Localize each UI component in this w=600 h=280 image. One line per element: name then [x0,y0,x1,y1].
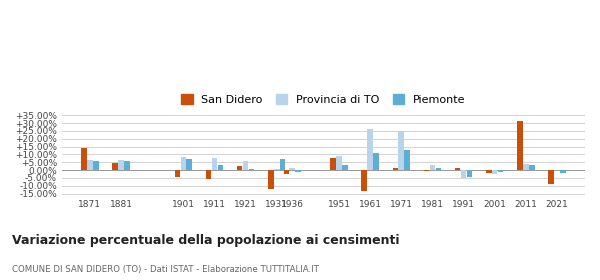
Bar [268,170,274,189]
Text: Variazione percentuale della popolazione ai censimenti: Variazione percentuale della popolazione… [12,234,400,247]
Bar [284,170,289,174]
Bar [436,168,441,170]
Bar [336,156,342,170]
Bar [112,163,118,170]
Bar [248,169,254,170]
Bar [181,157,186,170]
Bar [342,165,348,170]
Bar [175,170,180,177]
Bar [498,170,503,172]
Bar [280,159,286,170]
Bar [274,169,280,170]
Bar [361,170,367,191]
Bar [430,165,435,170]
Bar [455,169,460,170]
Text: COMUNE DI SAN DIDERO (TO) - Dati ISTAT - Elaborazione TUTTITALIA.IT: COMUNE DI SAN DIDERO (TO) - Dati ISTAT -… [12,265,319,274]
Bar [289,169,295,170]
Bar [367,129,373,170]
Bar [529,165,535,170]
Bar [187,159,192,170]
Bar [81,148,87,170]
Bar [243,162,248,170]
Bar [560,170,566,173]
Bar [424,170,430,171]
Bar [295,170,301,172]
Bar [212,158,217,170]
Bar [93,161,98,170]
Bar [461,170,466,178]
Bar [330,158,336,170]
Bar [218,165,223,170]
Bar [404,150,410,170]
Bar [398,131,404,170]
Bar [206,170,211,179]
Bar [87,160,92,170]
Bar [124,162,130,170]
Bar [548,170,554,184]
Bar [373,153,379,170]
Bar [467,170,472,177]
Bar [523,164,529,170]
Bar [486,170,491,173]
Legend: San Didero, Provincia di TO, Piemonte: San Didero, Provincia di TO, Piemonte [178,91,469,108]
Bar [492,170,497,174]
Bar [517,121,523,170]
Bar [392,169,398,170]
Bar [237,166,242,170]
Bar [118,160,124,170]
